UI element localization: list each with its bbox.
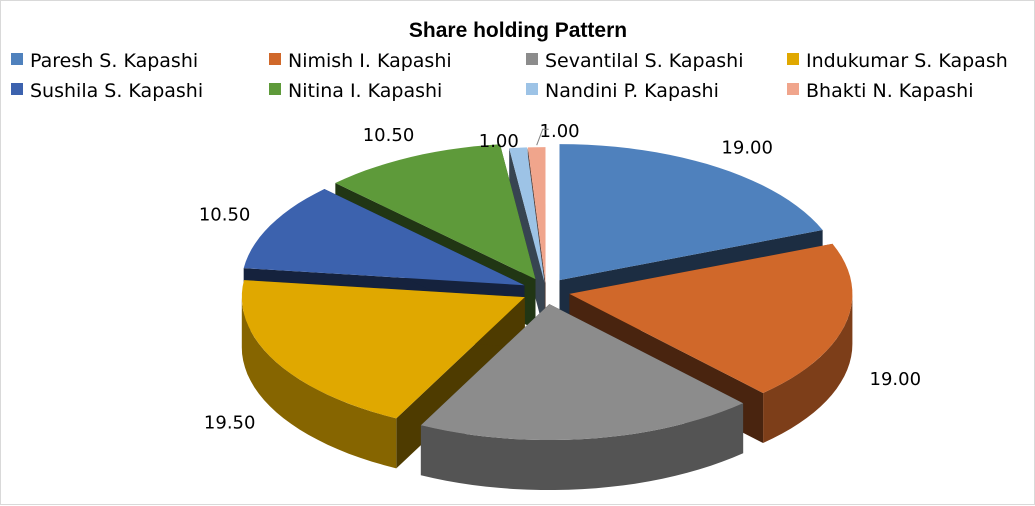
data-label-bhakti-n-kapashi: 1.00	[540, 121, 580, 142]
slice-sevantilal-s-kapashi	[420, 304, 744, 490]
data-label-indukumar-s-kapash: 19.50	[204, 412, 256, 433]
legend-label: Sushila S. Kapashi	[30, 80, 203, 102]
data-label-paresh-s-kapashi: 19.00	[721, 137, 773, 158]
legend-swatch	[787, 53, 799, 65]
legend-item-nandini-p-kapashi: Nandini P. Kapashi	[526, 80, 719, 102]
slice-top	[420, 304, 744, 440]
legend-swatch	[787, 83, 799, 95]
legend-swatch	[526, 83, 538, 95]
legend-item-paresh-s-kapashi: Paresh S. Kapashi	[11, 50, 198, 72]
slice-top	[335, 144, 536, 280]
legend-swatch	[526, 53, 538, 65]
legend-label: Nitina I. Kapashi	[288, 80, 442, 102]
legend-item-nimish-i-kapashi: Nimish I. Kapashi	[269, 50, 452, 72]
legend: Paresh S. Kapashi Nimish I. Kapashi Sevant…	[11, 50, 1008, 102]
data-label-nimish-i-kapashi: 19.00	[870, 369, 922, 390]
legend-label: Nandini P. Kapashi	[545, 80, 719, 102]
slice-outer-wall	[763, 293, 853, 443]
slice-top	[569, 243, 853, 393]
pie-slices	[241, 144, 853, 490]
legend-item-sevantilal-s-kapashi: Sevantilal S. Kapashi	[526, 50, 743, 72]
slice-top	[509, 147, 545, 284]
legend-item-indukumar-s-kapash: Indukumar S. Kapash	[787, 50, 1008, 72]
slice-top	[527, 147, 546, 284]
legend-label: Paresh S. Kapashi	[30, 50, 198, 72]
slice-top	[241, 280, 525, 419]
legend-label: Indukumar S. Kapash	[806, 50, 1008, 72]
legend-item-sushila-s-kapashi: Sushila S. Kapashi	[11, 80, 203, 102]
data-label-sevantilal-s-kapashi: 19.50	[571, 503, 623, 506]
leader-line	[536, 128, 549, 146]
legend-swatch	[269, 53, 281, 65]
legend-swatch	[11, 83, 23, 95]
legend-label: Bhakti N. Kapashi	[806, 80, 973, 102]
chart-title: Share holding Pattern	[409, 19, 627, 42]
slice-top	[243, 189, 525, 286]
legend-swatch	[269, 83, 281, 95]
slice-nandini-p-kapashi	[509, 147, 545, 334]
slice-top	[559, 144, 823, 281]
slice-outer-wall	[420, 403, 744, 490]
slice-outer-wall	[241, 297, 397, 469]
slice-side-face	[509, 148, 545, 334]
legend-label: Nimish I. Kapashi	[288, 50, 452, 72]
legend-item-nitina-i-kapashi: Nitina I. Kapashi	[269, 80, 442, 102]
data-label-sushila-s-kapashi: 10.50	[199, 205, 251, 226]
data-label-nitina-i-kapashi: 10.50	[363, 125, 415, 146]
data-label-nandini-p-kapashi: 1.00	[479, 131, 519, 152]
legend-item-bhakti-n-kapashi: Bhakti N. Kapashi	[787, 80, 973, 102]
legend-label: Sevantilal S. Kapashi	[545, 50, 743, 72]
data-labels: 19.00 19.00 19.50 19.50 10.50 10.50 1.00 1.00	[199, 121, 921, 506]
legend-swatch	[11, 53, 23, 65]
